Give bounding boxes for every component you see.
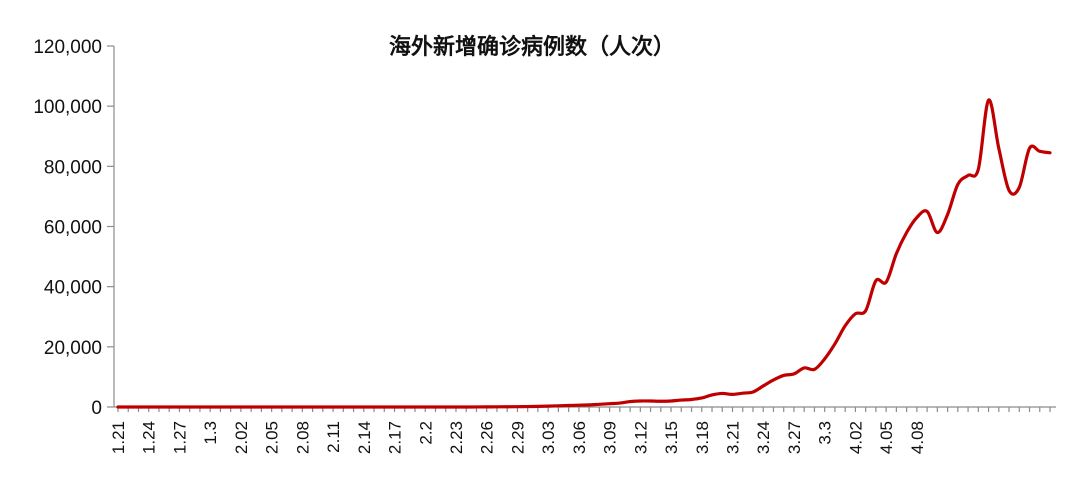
y-tick-label: 40,000 [44, 278, 102, 299]
x-tick-label: 2.23 [447, 421, 466, 454]
x-tick-label: 4.08 [908, 421, 927, 454]
x-tick-label: 3.18 [693, 421, 712, 454]
x-axis-ticks: 1.21 1.24 1.27 1.3 2.02 2.05 2.08 2.11 2.14 2.17 2… [109, 407, 1051, 454]
x-tick-label: 1.24 [140, 421, 159, 454]
x-tick-label: 2.08 [293, 421, 312, 454]
x-tick-label: 3.06 [570, 421, 589, 454]
x-tick-label: 1.27 [170, 421, 189, 454]
x-tick-label: 2.17 [386, 421, 405, 454]
y-tick-label: 100,000 [33, 97, 102, 118]
y-tick-label: 20,000 [44, 338, 102, 359]
y-tick-label: 80,000 [44, 157, 102, 178]
x-tick-label: 2.11 [324, 421, 343, 453]
x-tick-label: 3.12 [631, 421, 650, 454]
x-tick-label: 2.2 [416, 421, 435, 445]
x-tick-label: 2.05 [263, 421, 282, 454]
y-tick-label: 0 [91, 398, 102, 419]
x-tick-label: 2.29 [508, 421, 527, 454]
chart-title: 海外新增确诊病例数（人次） [389, 34, 675, 60]
x-tick-label: 1.21 [109, 421, 128, 454]
y-tick-label: 120,000 [33, 37, 102, 58]
series-layer [116, 98, 1052, 409]
x-tick-label: 1.3 [201, 421, 220, 445]
y-axis-ticks: 0 20,000 40,000 60,000 80,000 100,000 120,000 [33, 37, 114, 419]
x-tick-label: 3.24 [754, 421, 773, 454]
series-line [116, 98, 1052, 409]
x-tick-label: 3.03 [539, 421, 558, 454]
x-tick-label: 2.02 [232, 421, 251, 454]
x-tick-label: 3.3 [816, 421, 835, 445]
x-tick-label: 2.26 [478, 421, 497, 454]
y-tick-label: 60,000 [44, 218, 102, 239]
x-tick-label: 3.15 [662, 421, 681, 454]
x-tick-label: 3.21 [724, 421, 743, 454]
x-tick-label: 3.27 [785, 421, 804, 454]
x-tick-label: 4.05 [877, 421, 896, 454]
x-tick-label: 3.09 [601, 421, 620, 454]
x-tick-label: 2.14 [355, 421, 374, 454]
x-tick-label: 4.02 [846, 421, 865, 454]
